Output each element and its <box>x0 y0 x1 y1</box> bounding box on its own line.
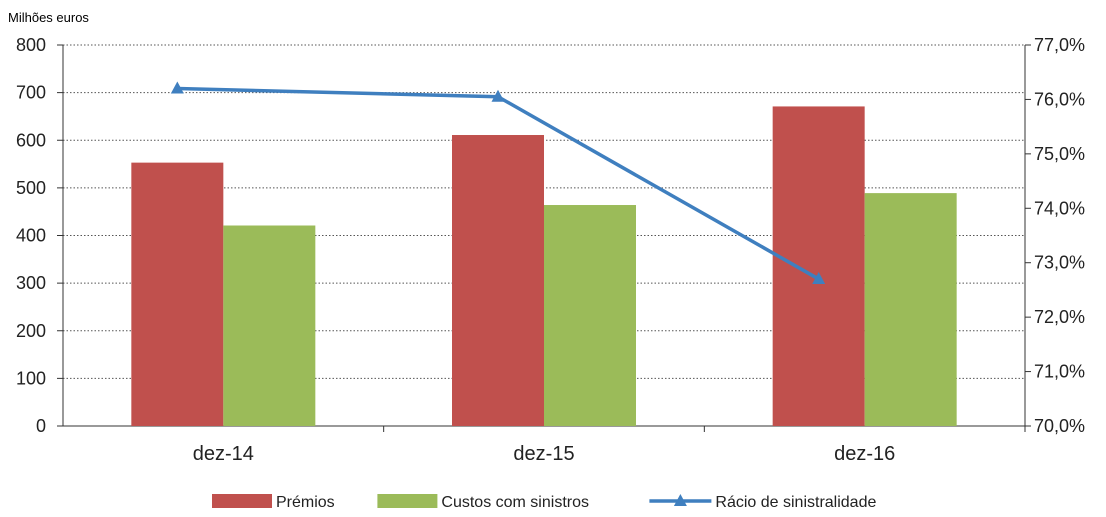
x-tick-label: dez-15 <box>513 443 574 465</box>
line-marker <box>170 81 184 94</box>
y-axis-title: Milhões euros <box>8 10 89 25</box>
y-right-tick-label: 77,0% <box>1034 35 1085 55</box>
bar <box>544 205 636 426</box>
y-left-tick-label: 300 <box>16 273 46 293</box>
y-left-tick-label: 700 <box>16 83 46 103</box>
bar <box>131 162 224 427</box>
legend-marker <box>673 494 687 506</box>
legend-label: Rácio de sinistralidade <box>715 494 876 511</box>
y-right-tick-label: 71,0% <box>1034 362 1085 382</box>
bar <box>223 225 316 426</box>
bar <box>864 193 957 426</box>
y-left-tick-label: 0 <box>36 416 46 436</box>
line-marker <box>491 89 505 102</box>
y-left-tick-label: 200 <box>16 321 46 341</box>
x-tick-label: dez-14 <box>193 443 254 465</box>
y-right-tick-label: 73,0% <box>1034 253 1085 273</box>
y-left-tick-label: 400 <box>16 226 46 246</box>
y-right-tick-label: 76,0% <box>1034 89 1085 109</box>
y-right-tick-label: 72,0% <box>1034 307 1085 327</box>
y-right-tick-label: 70,0% <box>1034 416 1085 436</box>
bar <box>452 135 544 427</box>
legend-label: Custos com sinistros <box>441 494 589 511</box>
y-left-tick-label: 800 <box>16 35 46 55</box>
line-marker <box>812 272 826 285</box>
legend-swatch <box>212 494 272 508</box>
y-left-tick-label: 600 <box>16 130 46 150</box>
legend-label: Prémios <box>276 494 335 511</box>
y-right-tick-label: 74,0% <box>1034 198 1085 218</box>
y-right-tick-label: 75,0% <box>1034 144 1085 164</box>
x-tick-label: dez-16 <box>834 443 895 465</box>
bar <box>772 106 865 426</box>
y-left-tick-label: 100 <box>16 368 46 388</box>
legend-swatch <box>377 494 438 508</box>
y-left-tick-label: 500 <box>16 178 46 198</box>
